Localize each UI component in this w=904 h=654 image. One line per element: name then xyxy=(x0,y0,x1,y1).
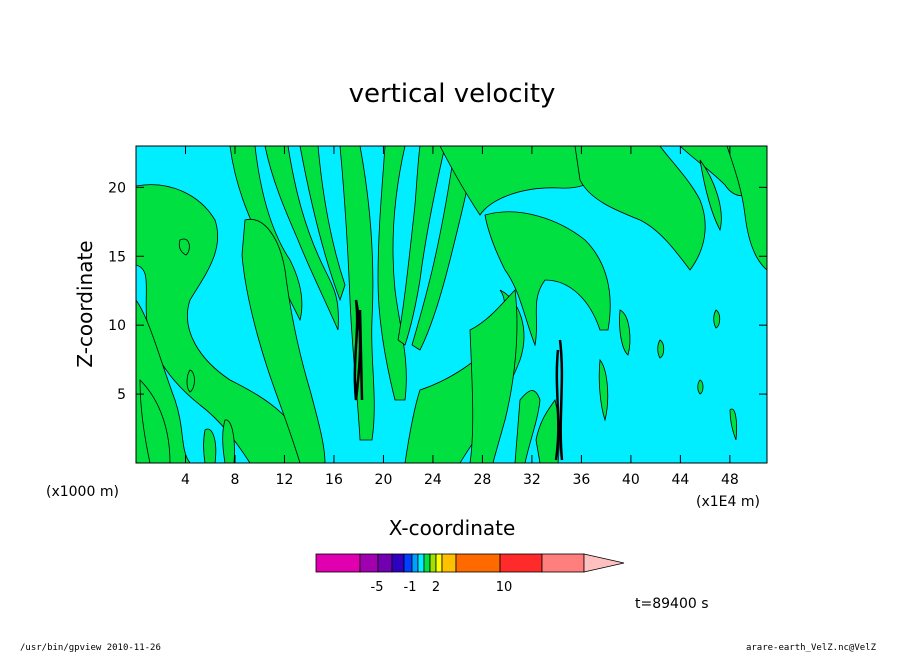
colorbar-swatch xyxy=(423,553,431,573)
colorbar-swatch xyxy=(315,553,361,573)
contour-region xyxy=(726,145,768,271)
colorbar-swatch xyxy=(411,553,419,573)
y-tick-label: 5 xyxy=(117,387,126,403)
colorbar-swatch xyxy=(455,553,501,573)
x-unit-left: (x1000 m) xyxy=(46,484,119,500)
colorbar-swatch xyxy=(417,553,425,573)
footer-left: /usr/bin/gpview 2010-11-26 xyxy=(20,643,161,653)
x-tick-label: 24 xyxy=(424,472,442,488)
contour-region xyxy=(713,309,721,329)
colorbar-labels: -5 -1 2 10 xyxy=(371,580,513,595)
contour-region xyxy=(697,379,704,395)
contour-region xyxy=(241,219,326,464)
x-tick-label: 16 xyxy=(325,472,343,488)
colorbar-swatch xyxy=(441,553,457,573)
y-tick-label: 10 xyxy=(108,318,126,334)
contour-region xyxy=(598,358,609,422)
contour-region xyxy=(264,145,339,331)
contour-region xyxy=(411,145,476,351)
colorbar-label: 10 xyxy=(496,580,513,595)
updraft-core xyxy=(558,339,564,461)
contour-region xyxy=(699,159,722,232)
contour-region xyxy=(657,339,665,359)
y-axis-label: Z-coordinate xyxy=(73,240,97,367)
contour-region xyxy=(397,145,446,346)
colorbar-swatch xyxy=(391,553,405,573)
x-tick-label: 48 xyxy=(721,472,739,488)
x-tick-label: 12 xyxy=(276,472,294,488)
footer-right: arare-earth_VelZ.nc@VelZ xyxy=(746,643,877,653)
colorbar-swatch xyxy=(359,553,379,573)
colorbar-swatch xyxy=(403,553,413,573)
x-tick-label: 20 xyxy=(375,472,393,488)
x-tick-label: 28 xyxy=(474,472,492,488)
colorbar-swatch xyxy=(541,553,585,573)
contour-region xyxy=(484,211,611,347)
colorbar-swatch xyxy=(499,553,543,573)
chart-title: vertical velocity xyxy=(349,79,556,109)
contour-region xyxy=(469,289,518,464)
colorbar-label: 2 xyxy=(432,580,440,595)
x-tick-label: 36 xyxy=(572,472,590,488)
contour-region xyxy=(535,399,560,464)
contour-region xyxy=(729,408,738,441)
contour-region xyxy=(619,309,631,356)
x-tick-label: 32 xyxy=(523,472,541,488)
colorbar-extension-arrow xyxy=(583,553,625,573)
contour-region xyxy=(514,390,541,464)
x-axis-label: X-coordinate xyxy=(389,516,516,540)
x-tick-label: 40 xyxy=(622,472,640,488)
colorbar-swatch xyxy=(429,553,437,573)
x-tick-label: 4 xyxy=(181,472,190,488)
contour-region xyxy=(186,369,195,393)
x-unit-right: (x1E4 m) xyxy=(696,494,760,510)
x-tick-label: 44 xyxy=(671,472,689,488)
updraft-core xyxy=(554,349,560,461)
colorbar-label: -1 xyxy=(404,580,417,595)
colorbar-swatch xyxy=(435,553,443,573)
x-tick-label: 8 xyxy=(231,472,240,488)
time-label: t=89400 s xyxy=(635,596,709,612)
contour-region xyxy=(574,145,706,271)
updraft-core xyxy=(358,309,364,401)
contour-region xyxy=(178,238,190,256)
colorbar xyxy=(315,553,625,573)
contour-region xyxy=(299,145,346,302)
y-tick-label: 20 xyxy=(108,180,126,196)
colorbar-swatch xyxy=(377,553,393,573)
plot-frame xyxy=(135,145,768,464)
contour-field xyxy=(135,145,768,464)
colorbar-label: -5 xyxy=(371,580,384,595)
contour-region xyxy=(339,145,375,441)
y-tick-label: 15 xyxy=(108,249,126,265)
